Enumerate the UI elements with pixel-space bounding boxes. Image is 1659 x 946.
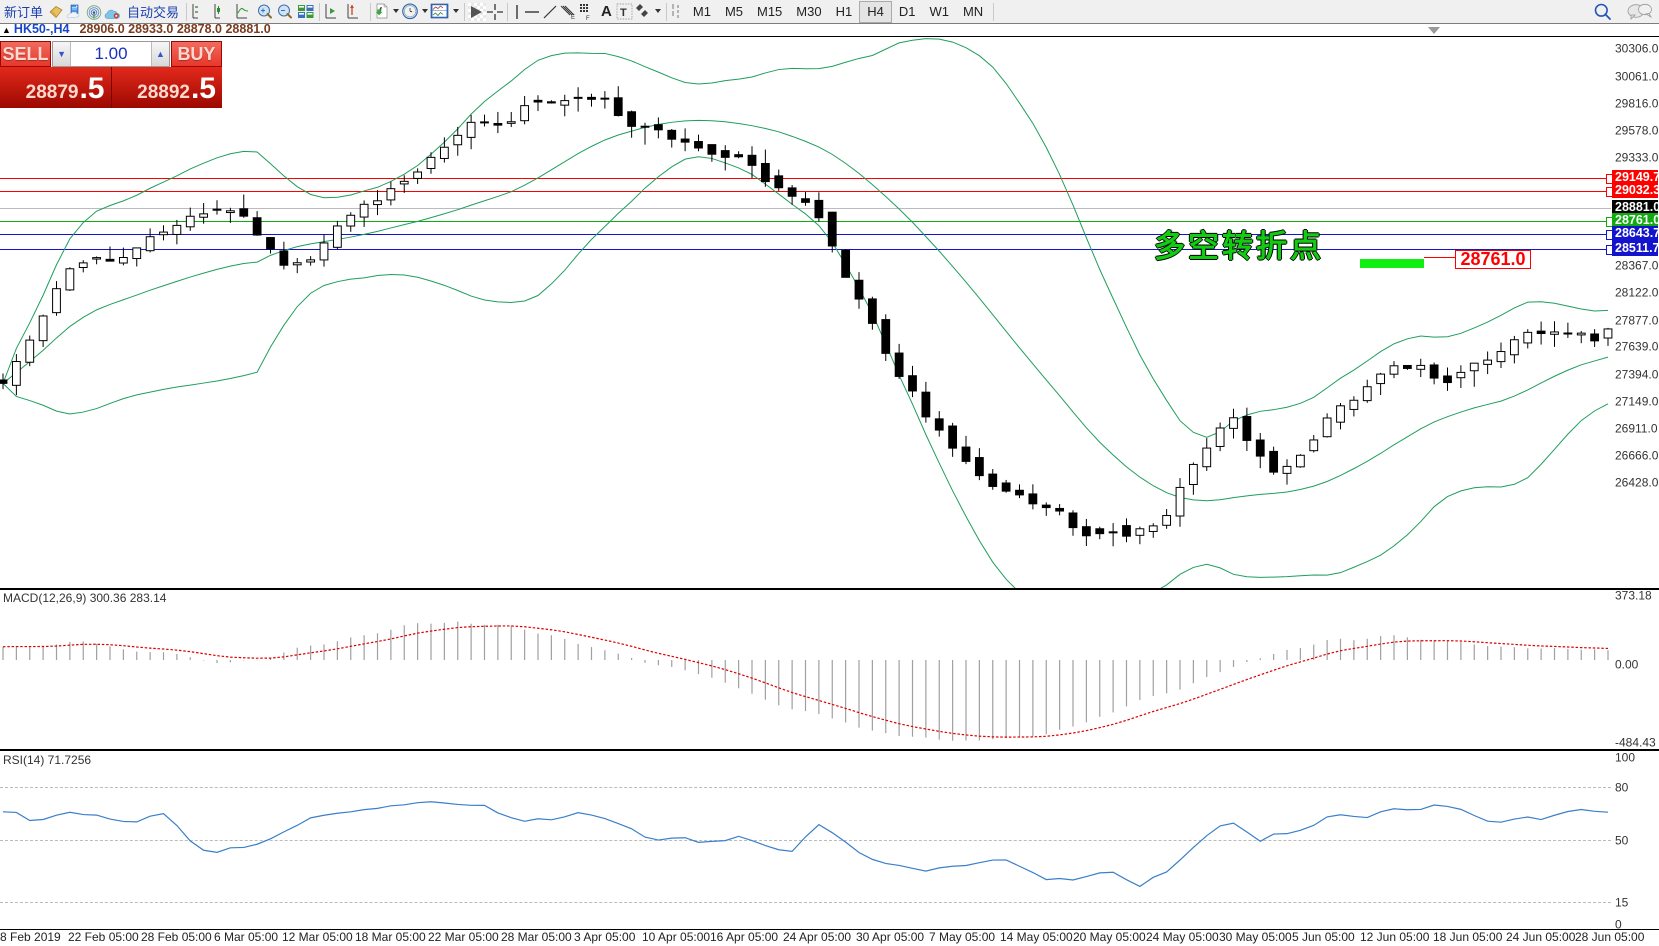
svg-text:E: E: [571, 15, 575, 21]
svg-text:T: T: [620, 7, 627, 19]
svg-text:F: F: [586, 16, 590, 21]
